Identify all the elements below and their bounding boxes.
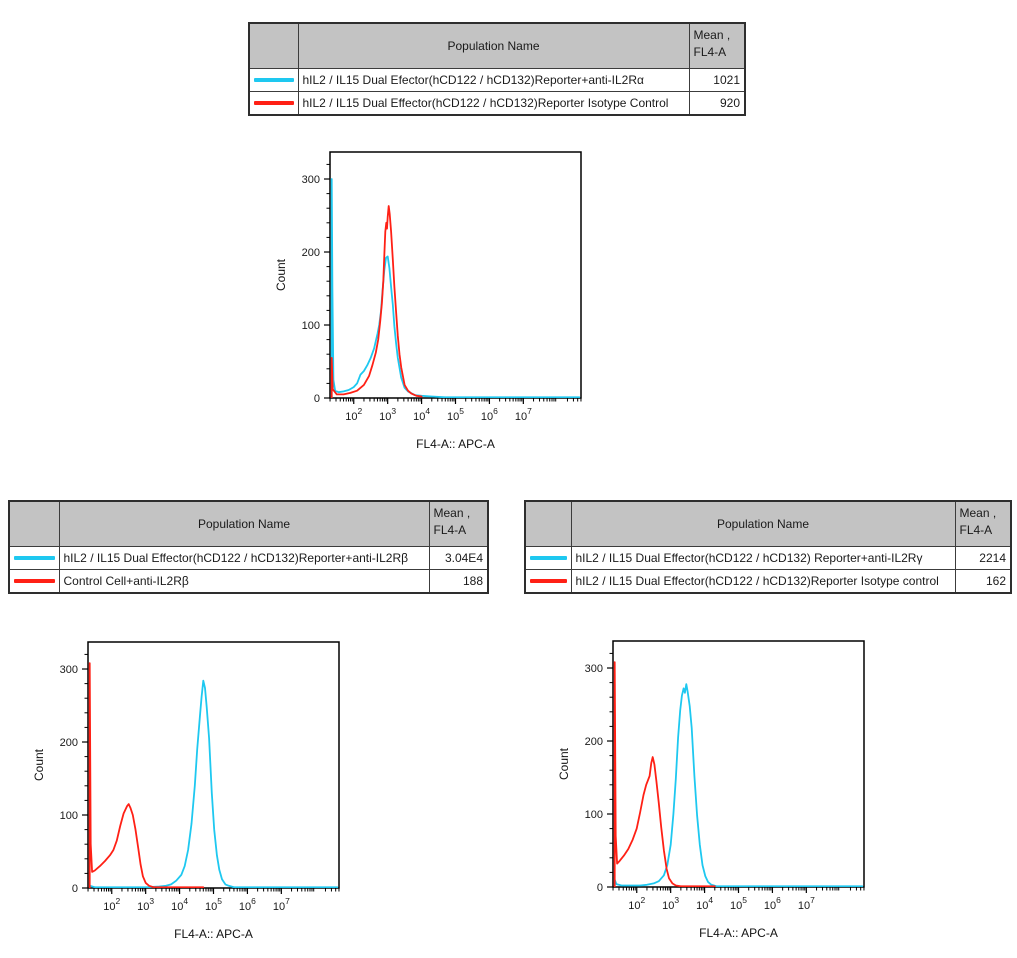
mean-value-cell: 2214 xyxy=(954,546,1012,570)
svg-text:106: 106 xyxy=(764,895,781,912)
mean-fl4a-header: Mean , FL4-A xyxy=(688,22,746,69)
svg-text:200: 200 xyxy=(585,736,603,748)
swatch-cell xyxy=(248,68,299,92)
svg-text:0: 0 xyxy=(314,393,320,405)
mean-fl4a-header: Mean , FL4-A xyxy=(954,500,1012,547)
table-header-row: Population Name Mean , FL4-A xyxy=(248,22,746,69)
population-name-cell: hIL2 / IL15 Dual Effector(hCD122 / hCD13… xyxy=(570,546,956,570)
swatch-cell xyxy=(524,569,572,594)
svg-text:300: 300 xyxy=(60,664,78,676)
svg-text:107: 107 xyxy=(515,406,532,423)
svg-text:100: 100 xyxy=(60,810,78,822)
svg-text:107: 107 xyxy=(798,895,815,912)
mean-fl4a-header: Mean , FL4-A xyxy=(428,500,489,547)
svg-text:FL4-A:: APC-A: FL4-A:: APC-A xyxy=(416,437,495,451)
svg-text:104: 104 xyxy=(696,895,713,912)
population-name-header: Population Name xyxy=(297,22,690,69)
mean-header-line2: FL4-A xyxy=(693,45,727,60)
table-row: hIL2 / IL15 Dual Effector(hCD122 / hCD13… xyxy=(524,546,1012,570)
svg-text:200: 200 xyxy=(60,737,78,749)
svg-text:106: 106 xyxy=(481,406,498,423)
cyan-series-swatch xyxy=(530,556,567,560)
mean-value-cell: 920 xyxy=(688,91,746,116)
svg-text:Count: Count xyxy=(274,258,288,291)
swatch-column-header xyxy=(248,22,299,69)
red-series-swatch xyxy=(530,579,567,583)
svg-text:300: 300 xyxy=(585,663,603,675)
population-name-header: Population Name xyxy=(570,500,956,547)
table-header-row: Population Name Mean , FL4-A xyxy=(8,500,489,547)
table-row: hIL2 / IL15 Dual Effector(hCD122 / hCD13… xyxy=(8,546,489,570)
table-row: hIL2 / IL15 Dual Effector(hCD122 / hCD13… xyxy=(524,569,1012,594)
population-name-cell: hIL2 / IL15 Dual Effector(hCD122 / hCD13… xyxy=(297,91,690,116)
red-series-swatch xyxy=(14,579,55,583)
mean-header-line2: FL4-A xyxy=(433,523,467,538)
svg-text:104: 104 xyxy=(413,406,430,423)
svg-text:0: 0 xyxy=(72,883,78,895)
population-name-cell: hIL2 / IL15 Dual Effector(hCD122 / hCD13… xyxy=(58,546,430,570)
table-header-row: Population Name Mean , FL4-A xyxy=(524,500,1012,547)
svg-text:107: 107 xyxy=(273,896,290,913)
swatch-column-header xyxy=(8,500,60,547)
table-row: hIL2 / IL15 Dual Efector(hCD122 / hCD132… xyxy=(248,68,746,92)
svg-text:Count: Count xyxy=(32,748,46,781)
mean-header-line2: FL4-A xyxy=(959,523,993,538)
svg-text:103: 103 xyxy=(379,406,396,423)
svg-text:102: 102 xyxy=(345,406,362,423)
svg-text:102: 102 xyxy=(628,895,645,912)
swatch-cell xyxy=(8,569,60,594)
svg-text:105: 105 xyxy=(447,406,464,423)
svg-text:105: 105 xyxy=(205,896,222,913)
red-series-swatch xyxy=(254,101,294,105)
population-name-cell: Control Cell+anti-IL2Rβ xyxy=(58,569,430,594)
table-row: Control Cell+anti-IL2Rβ 188 xyxy=(8,569,489,594)
svg-text:105: 105 xyxy=(730,895,747,912)
svg-text:FL4-A:: APC-A: FL4-A:: APC-A xyxy=(699,926,778,940)
svg-text:104: 104 xyxy=(171,896,188,913)
mean-header-line1: Mean , xyxy=(959,506,997,520)
swatch-column-header xyxy=(524,500,572,547)
swatch-cell xyxy=(524,546,572,570)
swatch-cell xyxy=(8,546,60,570)
svg-text:103: 103 xyxy=(137,896,154,913)
table-row: hIL2 / IL15 Dual Effector(hCD122 / hCD13… xyxy=(248,91,746,116)
svg-text:100: 100 xyxy=(585,809,603,821)
svg-text:200: 200 xyxy=(302,247,320,259)
mean-value-cell: 1021 xyxy=(688,68,746,92)
svg-text:103: 103 xyxy=(662,895,679,912)
population-name-header: Population Name xyxy=(58,500,430,547)
mean-value-cell: 188 xyxy=(428,569,489,594)
svg-text:300: 300 xyxy=(302,174,320,186)
svg-text:0: 0 xyxy=(597,882,603,894)
mean-value-cell: 3.04E4 xyxy=(428,546,489,570)
mean-header-line1: Mean , xyxy=(693,28,731,42)
svg-text:100: 100 xyxy=(302,320,320,332)
population-name-cell: hIL2 / IL15 Dual Effector(hCD122 / hCD13… xyxy=(570,569,956,594)
legend-table-anti-il2rg: Population Name Mean , FL4-A hIL2 / IL15… xyxy=(524,500,1012,594)
mean-value-cell: 162 xyxy=(954,569,1012,594)
legend-table-anti-il2rb: Population Name Mean , FL4-A hIL2 / IL15… xyxy=(8,500,489,594)
population-name-cell: hIL2 / IL15 Dual Efector(hCD122 / hCD132… xyxy=(297,68,690,92)
swatch-cell xyxy=(248,91,299,116)
svg-text:Count: Count xyxy=(557,747,571,780)
svg-text:106: 106 xyxy=(239,896,256,913)
legend-table-anti-il2ra: Population Name Mean , FL4-A hIL2 / IL15… xyxy=(248,22,746,116)
mean-header-line1: Mean , xyxy=(433,506,471,520)
svg-text:102: 102 xyxy=(103,896,120,913)
cyan-series-swatch xyxy=(14,556,55,560)
cyan-series-swatch xyxy=(254,78,294,82)
svg-text:FL4-A:: APC-A: FL4-A:: APC-A xyxy=(174,927,253,941)
